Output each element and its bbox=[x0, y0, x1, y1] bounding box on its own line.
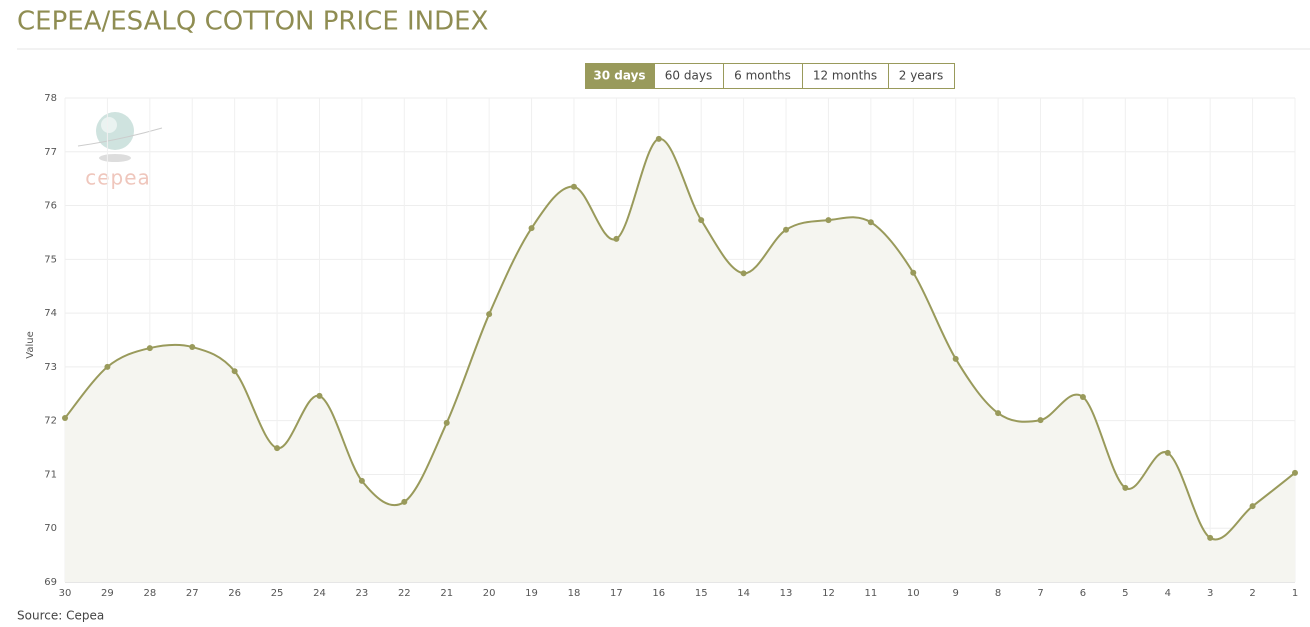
point bbox=[740, 270, 747, 277]
x-tick-label: 4 bbox=[1165, 588, 1171, 599]
logo-text: cepea bbox=[85, 166, 151, 190]
y-tick-label: 73 bbox=[44, 362, 57, 373]
x-tick-label: 21 bbox=[440, 588, 453, 599]
y-tick-label: 77 bbox=[44, 147, 57, 158]
x-tick-label: 24 bbox=[313, 588, 326, 599]
x-tick-label: 11 bbox=[864, 588, 877, 599]
button-label: 6 months bbox=[734, 69, 791, 83]
x-tick-label: 7 bbox=[1037, 588, 1043, 599]
x-tick-label: 17 bbox=[610, 588, 623, 599]
point bbox=[783, 226, 790, 233]
y-tick-label: 75 bbox=[44, 254, 57, 265]
range-button[interactable]: 60 days bbox=[654, 63, 724, 89]
point bbox=[231, 368, 238, 375]
button-label: 2 years bbox=[899, 69, 943, 83]
point bbox=[613, 235, 620, 242]
point bbox=[570, 183, 577, 190]
button-label: 60 days bbox=[665, 69, 712, 83]
point bbox=[1292, 469, 1298, 476]
x-tick-label: 18 bbox=[568, 588, 581, 599]
area bbox=[65, 138, 1295, 583]
x-tick-label: 25 bbox=[271, 588, 284, 599]
x-tick-label: 22 bbox=[398, 588, 411, 599]
point bbox=[104, 363, 111, 370]
point bbox=[655, 135, 662, 142]
y-tick-label: 76 bbox=[44, 201, 57, 212]
point bbox=[401, 498, 408, 505]
button-box bbox=[723, 63, 803, 89]
x-tick-label: 26 bbox=[228, 588, 241, 599]
point bbox=[189, 343, 196, 350]
button-box bbox=[888, 63, 955, 89]
y-tick-label: 72 bbox=[44, 416, 57, 427]
point bbox=[528, 225, 535, 232]
point bbox=[316, 392, 323, 399]
x-tick-label: 8 bbox=[995, 588, 1001, 599]
x-tick-label: 5 bbox=[1122, 588, 1128, 599]
x-tick-label: 6 bbox=[1080, 588, 1086, 599]
x-tick-label: 16 bbox=[652, 588, 665, 599]
page-title: CEPEA/ESALQ COTTON PRICE INDEX bbox=[17, 7, 488, 37]
x-tick-label: 9 bbox=[953, 588, 959, 599]
x-tick-label: 27 bbox=[186, 588, 199, 599]
point bbox=[1122, 484, 1129, 491]
point bbox=[274, 445, 281, 452]
point bbox=[1249, 503, 1256, 510]
y-axis-label: Value bbox=[25, 331, 36, 358]
x-tick-label: 29 bbox=[101, 588, 114, 599]
line bbox=[64, 137, 1296, 541]
y-tick-label: 70 bbox=[44, 523, 57, 534]
point bbox=[952, 355, 959, 362]
y-tick-label: 71 bbox=[44, 469, 57, 480]
range-button[interactable]: 30 days bbox=[585, 63, 655, 89]
x-tick-label: 15 bbox=[695, 588, 708, 599]
point bbox=[443, 419, 450, 426]
button-label: 30 days bbox=[593, 69, 645, 83]
point bbox=[825, 217, 832, 224]
point bbox=[62, 414, 68, 421]
point bbox=[698, 217, 705, 224]
x-tick-label: 10 bbox=[907, 588, 920, 599]
x-tick-label: 14 bbox=[737, 588, 750, 599]
x-tick-label: 19 bbox=[525, 588, 538, 599]
range-button[interactable]: 2 years bbox=[888, 63, 955, 89]
x-tick-label: 12 bbox=[822, 588, 835, 599]
logo: cepea bbox=[77, 112, 163, 190]
point bbox=[910, 269, 917, 276]
range-button[interactable]: 12 months bbox=[802, 63, 889, 89]
x-tick-label: 1 bbox=[1292, 588, 1298, 599]
point bbox=[867, 219, 874, 226]
button-box bbox=[654, 63, 724, 89]
point bbox=[1037, 417, 1044, 424]
x-tick-label: 3 bbox=[1207, 588, 1213, 599]
point bbox=[146, 345, 153, 352]
x-tick-label: 2 bbox=[1249, 588, 1255, 599]
y-tick-label: 69 bbox=[44, 577, 57, 588]
x-tick-label: 30 bbox=[59, 588, 72, 599]
point bbox=[358, 477, 365, 484]
button-box bbox=[802, 63, 889, 89]
y-tick-label: 74 bbox=[44, 308, 57, 319]
source: Source: Cepea bbox=[17, 609, 104, 623]
x-tick-label: 28 bbox=[143, 588, 156, 599]
button-label: 12 months bbox=[813, 69, 877, 83]
point bbox=[1164, 449, 1171, 456]
x-tick-label: 20 bbox=[483, 588, 496, 599]
x-tick-label: 13 bbox=[780, 588, 793, 599]
x-tick-label: 23 bbox=[356, 588, 369, 599]
point bbox=[486, 311, 493, 318]
y-tick-label: 78 bbox=[44, 93, 57, 104]
point bbox=[1079, 394, 1086, 401]
point bbox=[995, 410, 1002, 417]
range-button[interactable]: 6 months bbox=[723, 63, 803, 89]
point bbox=[1207, 534, 1214, 541]
